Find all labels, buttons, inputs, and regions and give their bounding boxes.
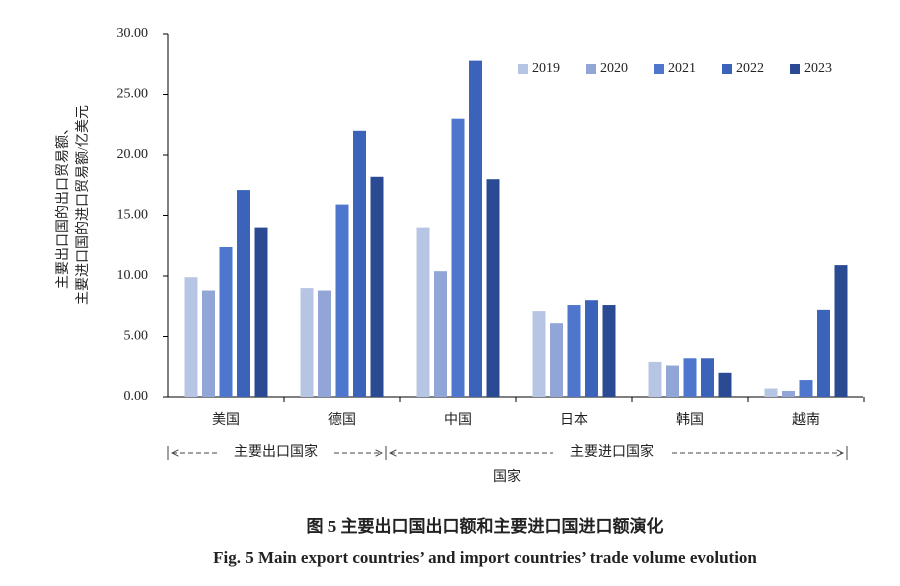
x-axis-label: 国家	[493, 468, 521, 485]
legend-swatch	[722, 64, 732, 74]
chart-subtitle: Fig. 5 Main export countries’ and import…	[213, 548, 757, 567]
y-axis-label: 主要进口国的进口贸易额/亿美元	[75, 105, 91, 305]
legend-swatch	[586, 64, 596, 74]
bar	[817, 309, 830, 397]
bar	[219, 246, 233, 397]
bar	[202, 290, 215, 397]
bar	[799, 380, 813, 397]
bar	[585, 300, 598, 397]
bar	[335, 204, 349, 397]
x-tick-label: 德国	[328, 412, 356, 428]
legend-swatch	[518, 64, 528, 74]
group-label: 主要进口国家	[570, 443, 654, 460]
bar	[237, 190, 250, 397]
y-tick-label: 0.00	[124, 389, 149, 404]
bar	[416, 227, 430, 397]
y-tick-label: 5.00	[124, 329, 149, 344]
bar	[318, 290, 331, 397]
legend-label: 2022	[736, 61, 764, 76]
bar	[486, 179, 500, 397]
bar	[834, 265, 848, 397]
bar	[602, 305, 616, 397]
bar	[434, 271, 447, 397]
y-tick-label: 10.00	[117, 268, 149, 283]
bar	[184, 277, 198, 397]
legend-label: 2021	[668, 61, 696, 76]
y-tick-label: 25.00	[117, 87, 149, 102]
bar	[469, 60, 482, 398]
bar	[567, 305, 581, 397]
bar	[300, 288, 314, 397]
legend-label: 2019	[532, 61, 560, 76]
x-tick-label: 韩国	[676, 412, 704, 428]
bar	[370, 176, 384, 397]
bar	[683, 358, 697, 397]
bar	[701, 358, 714, 397]
y-axis-label: 主要出口国的出口贸易额、	[55, 121, 71, 289]
bar	[254, 227, 268, 397]
y-tick-label: 15.00	[117, 208, 149, 223]
y-tick-label: 20.00	[117, 147, 149, 162]
legend-label: 2023	[804, 61, 832, 76]
bar	[451, 118, 465, 397]
bar	[666, 365, 679, 397]
legend-label: 2020	[600, 61, 628, 76]
legend-swatch	[790, 64, 800, 74]
bar	[764, 388, 778, 397]
bar	[550, 323, 563, 397]
bar	[648, 361, 662, 397]
x-tick-label: 越南	[792, 412, 820, 428]
y-tick-label: 30.00	[117, 26, 149, 41]
x-tick-label: 中国	[444, 412, 472, 428]
chart-title: 图 5 主要出口国出口额和主要进口国进口额演化	[307, 516, 664, 536]
x-tick-label: 美国	[212, 412, 240, 428]
bar	[782, 390, 795, 397]
bar	[532, 311, 546, 397]
legend-swatch	[654, 64, 664, 74]
bar	[718, 372, 732, 397]
x-tick-label: 日本	[560, 412, 588, 428]
group-label: 主要出口国家	[234, 443, 318, 460]
bar	[353, 130, 366, 398]
